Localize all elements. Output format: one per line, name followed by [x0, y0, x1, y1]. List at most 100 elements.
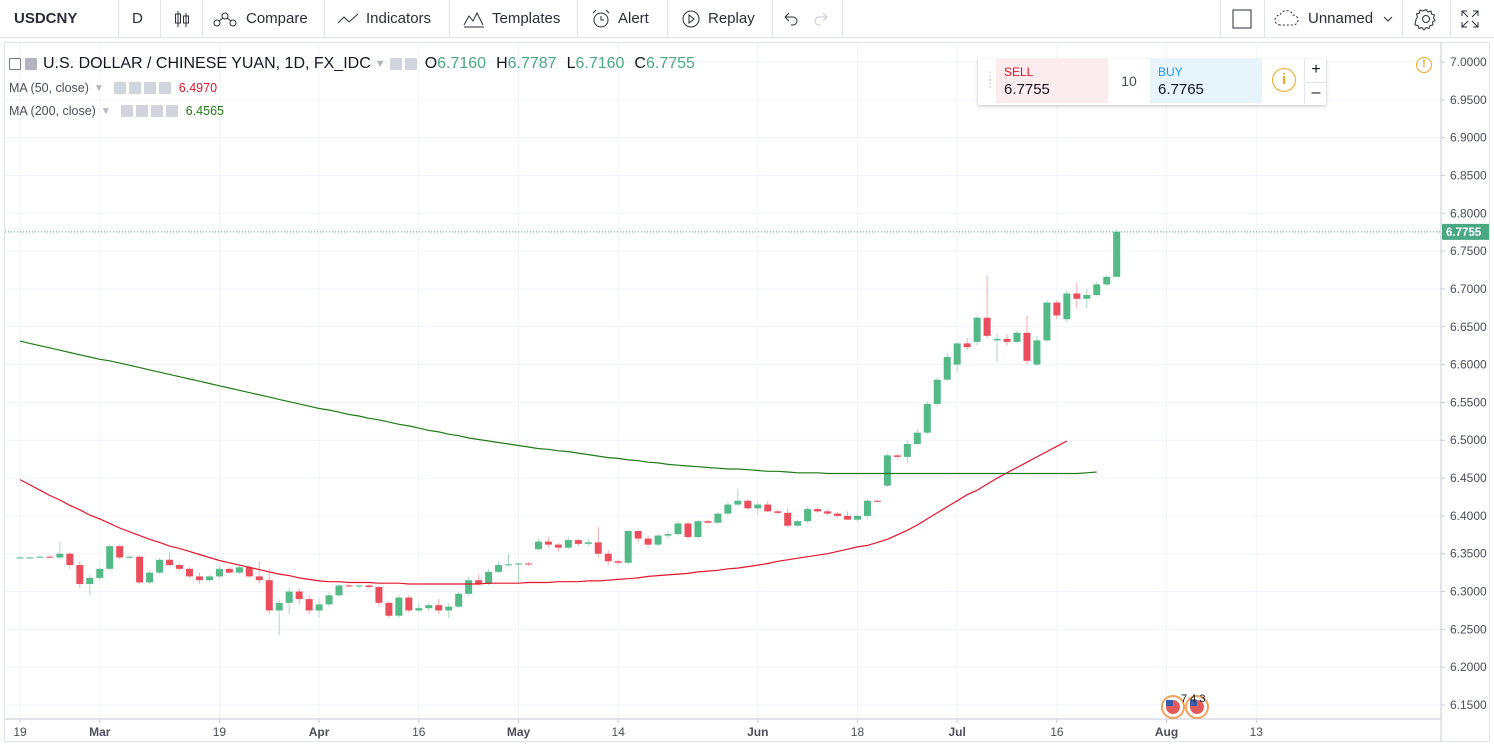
candle-body — [485, 571, 493, 584]
candle-body — [664, 534, 672, 536]
replay-button[interactable]: Replay — [680, 0, 755, 37]
square-icon — [1232, 9, 1252, 28]
candle-body — [455, 593, 463, 607]
candle-body — [824, 511, 832, 514]
candle-body — [195, 576, 203, 581]
buy-button[interactable]: BUY 6.7765 — [1150, 59, 1262, 103]
symbol-title: U.S. DOLLAR / CHINESE YUAN, 1D, FX_IDC — [43, 55, 371, 72]
time-axis: 19 Mar 19 Apr 16 May 14 Jun 18 Jul 16 Aug 13 — [13, 719, 1263, 739]
y-tick-label: 6.5000 — [1450, 433, 1487, 447]
candle-body — [913, 432, 921, 445]
gear-icon[interactable] — [128, 82, 141, 94]
close-icon[interactable] — [158, 82, 171, 94]
price-chart[interactable]: 7.0000 6.9500 6.9000 6.8500 6.8000 6.7500 6.70… — [5, 43, 1489, 741]
drag-handle-icon[interactable]: ⋮ ⋮ — [984, 69, 996, 90]
replay-icon — [682, 10, 700, 27]
toolbar-divider — [1264, 0, 1265, 37]
candle-body — [1103, 276, 1111, 285]
plus-icon[interactable] — [150, 105, 163, 117]
y-tick-label: 6.1500 — [1450, 698, 1487, 712]
candle-body — [524, 563, 532, 565]
candle-body — [694, 521, 702, 538]
candle-body — [205, 576, 213, 581]
gear-icon[interactable] — [404, 58, 417, 70]
info-icon[interactable]: i — [1272, 68, 1296, 92]
decrease-quantity-button[interactable]: – — [1304, 82, 1327, 104]
candle-body — [714, 513, 722, 523]
chevron-down-icon[interactable]: ▼ — [93, 82, 104, 94]
fullscreen-button[interactable] — [1460, 0, 1486, 37]
candle-body — [405, 597, 413, 611]
symbol-legend: U.S. DOLLAR / CHINESE YUAN, 1D, FX_IDC ▼… — [9, 55, 695, 73]
indicators-icon — [337, 13, 359, 23]
candle-body — [794, 521, 802, 526]
settings-button[interactable] — [1414, 0, 1444, 37]
candle-body — [1063, 293, 1071, 320]
alert-label: Alert — [618, 10, 649, 27]
ma200-line — [19, 340, 1097, 475]
layout-menu-button[interactable]: Unnamed — [1274, 0, 1401, 37]
x-tick-label: 19 — [213, 725, 227, 739]
warning-icon[interactable]: ! — [1416, 57, 1432, 73]
candle-body — [1083, 294, 1091, 299]
candle-body — [46, 556, 54, 558]
candle-body — [285, 591, 293, 603]
candle-body — [814, 509, 822, 512]
candle-body — [654, 535, 662, 545]
quantity-field[interactable]: 10 — [1121, 73, 1137, 89]
redo-button[interactable] — [812, 0, 838, 37]
layout-name-label: Unnamed — [1308, 10, 1374, 27]
eye-icon[interactable] — [113, 82, 126, 94]
candle-body — [305, 599, 313, 611]
plus-icon[interactable] — [143, 82, 156, 94]
compare-icon — [213, 12, 237, 26]
ma50-line — [19, 440, 1068, 585]
ma200-legend: MA (200, close) ▼ 6.4565 — [9, 104, 224, 118]
candle-body — [375, 586, 383, 603]
x-tick-label: 18 — [851, 725, 865, 739]
indicators-button[interactable]: Indicators — [336, 0, 431, 37]
fullscreen-layout-button[interactable] — [1231, 0, 1259, 37]
high-prefix: H — [496, 55, 508, 72]
candle-body — [1013, 332, 1021, 342]
undo-button[interactable] — [780, 0, 806, 37]
close-prefix: C — [634, 55, 646, 72]
increase-quantity-button[interactable]: + — [1304, 60, 1327, 81]
chart-pane[interactable]: 7.0000 6.9500 6.9000 6.8500 6.8000 6.7500 6.70… — [4, 42, 1490, 742]
candle-body — [624, 531, 632, 563]
candle-body — [634, 531, 642, 539]
toolbar-divider — [842, 0, 843, 37]
candle-body — [16, 557, 24, 559]
collapse-legend-icon[interactable] — [9, 58, 21, 70]
chevron-down-icon[interactable]: ▼ — [374, 58, 386, 70]
candle-body — [973, 317, 981, 342]
candle-body — [86, 577, 94, 584]
chevron-down-icon[interactable]: ▼ — [100, 105, 111, 117]
templates-button[interactable]: Templates — [462, 0, 560, 37]
compare-button[interactable]: Compare — [212, 0, 308, 37]
interval-button[interactable]: D — [132, 0, 143, 37]
candles-layer — [16, 229, 1121, 636]
symbol-search-button[interactable]: USDCNY — [14, 0, 77, 37]
toolbar-divider — [160, 0, 161, 37]
alarm-clock-icon — [592, 9, 610, 27]
gear-icon[interactable] — [135, 105, 148, 117]
candle-body — [883, 455, 891, 486]
chart-type-button[interactable] — [172, 0, 198, 37]
alert-button[interactable]: Alert — [590, 0, 649, 37]
events-count: 7 4 3 — [1181, 693, 1205, 705]
toolbar-divider — [324, 0, 325, 37]
candle-body — [295, 591, 303, 600]
replay-label: Replay — [708, 10, 755, 27]
y-tick-label: 6.3000 — [1450, 585, 1487, 599]
eye-icon[interactable] — [389, 58, 402, 70]
undo-icon — [784, 12, 798, 25]
candle-body — [953, 343, 961, 365]
close-icon[interactable] — [165, 105, 178, 117]
x-tick-label: Apr — [309, 725, 330, 739]
toolbar-divider — [202, 0, 203, 37]
candle-body — [1003, 338, 1011, 342]
eye-icon[interactable] — [120, 105, 133, 117]
candle-body — [126, 556, 134, 558]
sell-button[interactable]: SELL 6.7755 — [996, 59, 1108, 103]
